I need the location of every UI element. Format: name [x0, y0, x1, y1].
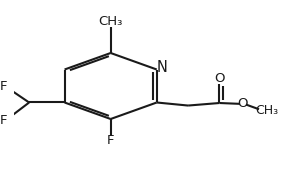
Text: F: F	[0, 80, 7, 93]
Text: CH₃: CH₃	[98, 15, 123, 28]
Text: O: O	[237, 97, 248, 110]
Text: CH₃: CH₃	[255, 104, 278, 117]
Text: O: O	[214, 72, 225, 85]
Text: F: F	[107, 134, 114, 147]
Text: F: F	[0, 114, 7, 127]
Text: N: N	[156, 60, 167, 75]
